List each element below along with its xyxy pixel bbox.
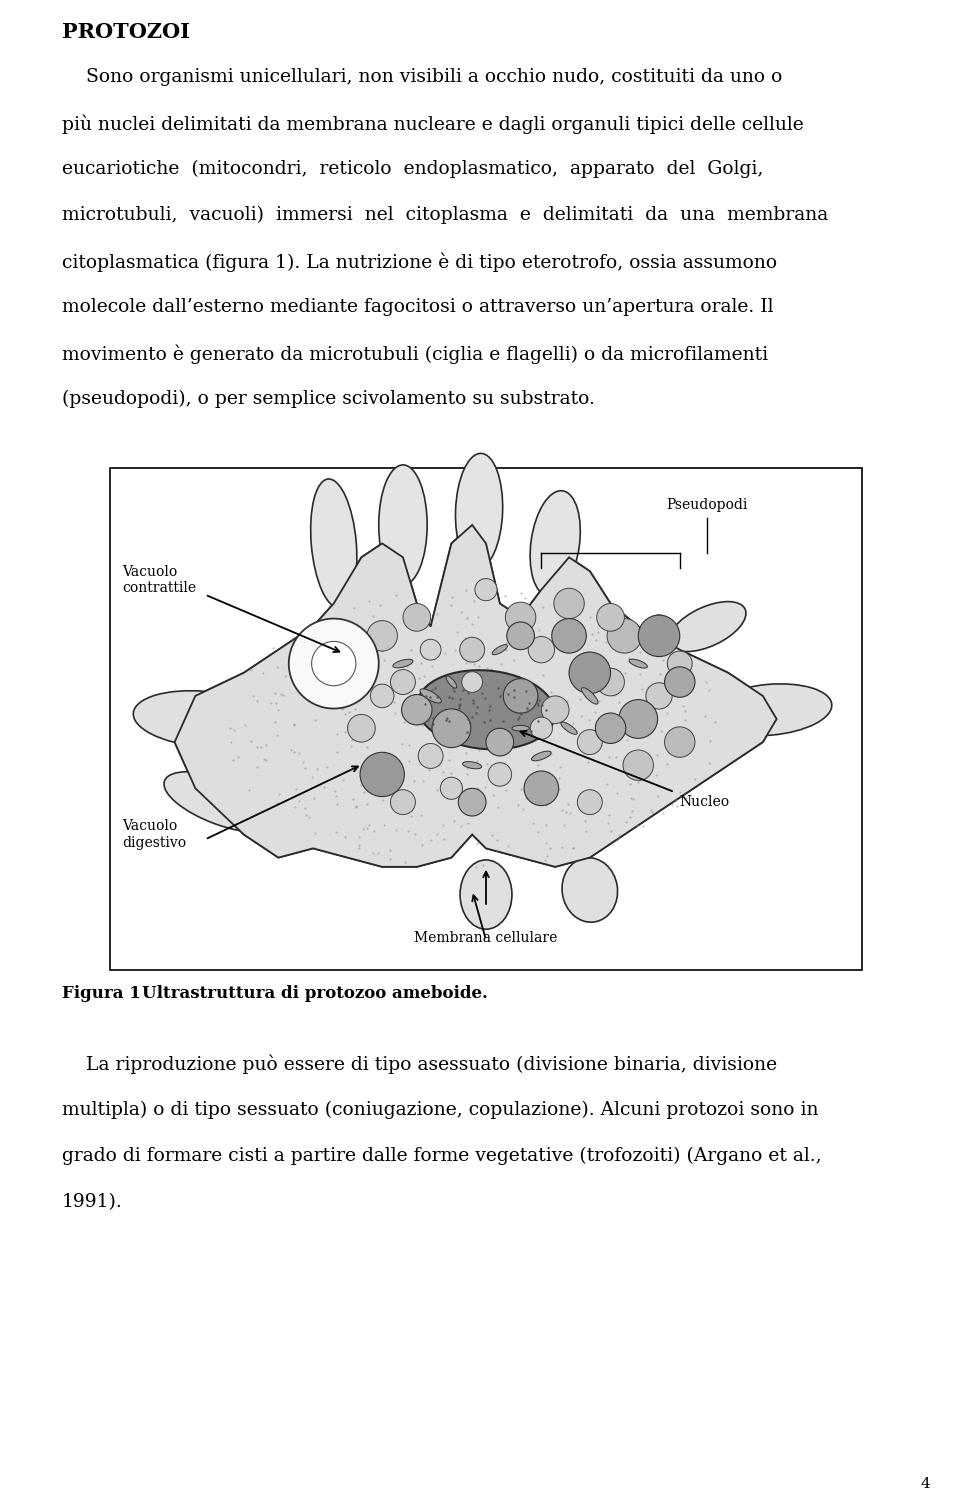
Ellipse shape <box>133 691 272 748</box>
Polygon shape <box>175 524 777 867</box>
Circle shape <box>664 727 695 757</box>
Circle shape <box>647 615 671 638</box>
Ellipse shape <box>417 671 555 749</box>
Text: (pseudopodi), o per semplice scivolamento su substrato.: (pseudopodi), o per semplice scivolament… <box>62 390 595 408</box>
Text: Vacuolo
contrattile: Vacuolo contrattile <box>122 565 196 595</box>
Circle shape <box>419 743 444 769</box>
Circle shape <box>486 728 514 756</box>
Ellipse shape <box>532 751 551 760</box>
Circle shape <box>458 789 486 816</box>
Ellipse shape <box>530 491 580 597</box>
Ellipse shape <box>582 688 598 704</box>
Circle shape <box>554 588 585 618</box>
Ellipse shape <box>562 858 617 922</box>
Text: 4: 4 <box>921 1476 930 1491</box>
Ellipse shape <box>393 659 413 668</box>
Text: grado di formare cisti a partire dalle forme vegetative (trofozoiti) (Argano et : grado di formare cisti a partire dalle f… <box>62 1147 822 1165</box>
Ellipse shape <box>420 689 442 703</box>
Circle shape <box>420 639 441 660</box>
Circle shape <box>607 618 641 653</box>
Circle shape <box>577 730 602 754</box>
Circle shape <box>597 603 624 632</box>
Ellipse shape <box>311 479 357 607</box>
Circle shape <box>623 749 654 780</box>
Text: multipla) o di tipo sessuato (coniugazione, copulazione). Alcuni protozoi sono i: multipla) o di tipo sessuato (coniugazio… <box>62 1102 819 1120</box>
Text: Membrana cellulare: Membrana cellulare <box>415 931 558 944</box>
Circle shape <box>503 678 538 713</box>
Circle shape <box>460 638 485 662</box>
Text: 1991).: 1991). <box>62 1194 123 1210</box>
Circle shape <box>507 623 535 650</box>
Text: Vacuolo
digestivo: Vacuolo digestivo <box>122 819 186 849</box>
Ellipse shape <box>446 675 457 688</box>
Text: Nucleo: Nucleo <box>680 795 730 810</box>
Text: La riproduzione può essere di tipo asessuato (divisione binaria, divisione: La riproduzione può essere di tipo asess… <box>62 1055 778 1074</box>
Circle shape <box>541 697 569 724</box>
Circle shape <box>367 621 397 651</box>
Circle shape <box>289 618 379 709</box>
Circle shape <box>595 713 626 743</box>
Ellipse shape <box>164 772 282 833</box>
Circle shape <box>530 718 552 739</box>
Ellipse shape <box>512 725 529 731</box>
Circle shape <box>403 603 431 632</box>
Text: Pseudopodi: Pseudopodi <box>667 499 748 512</box>
Ellipse shape <box>708 684 831 736</box>
Ellipse shape <box>455 453 503 568</box>
Circle shape <box>371 684 394 707</box>
Circle shape <box>664 666 695 697</box>
Circle shape <box>441 777 463 799</box>
Circle shape <box>475 579 497 601</box>
Text: Sono organismi unicellulari, non visibili a occhio nudo, costituiti da uno o: Sono organismi unicellulari, non visibil… <box>62 68 782 86</box>
Text: eucariotiche  (mitocondri,  reticolo  endoplasmatico,  apparato  del  Golgi,: eucariotiche (mitocondri, reticolo endop… <box>62 160 763 178</box>
Circle shape <box>391 669 416 695</box>
Circle shape <box>524 771 559 805</box>
Text: movimento è generato da microtubuli (ciglia e flagelli) o da microfilamenti: movimento è generato da microtubuli (cig… <box>62 345 768 364</box>
Text: microtubuli,  vacuoli)  immersi  nel  citoplasma  e  delimitati  da  una  membra: microtubuli, vacuoli) immersi nel citopl… <box>62 205 828 224</box>
Circle shape <box>462 672 483 692</box>
Ellipse shape <box>561 722 577 734</box>
Circle shape <box>569 653 611 694</box>
Ellipse shape <box>669 601 746 651</box>
Text: citoplasmatica (figura 1). La nutrizione è di tipo eterotrofo, ossia assumono: citoplasmatica (figura 1). La nutrizione… <box>62 252 778 272</box>
Text: più nuclei delimitati da membrana nucleare e dagli organuli tipici delle cellule: più nuclei delimitati da membrana nuclea… <box>62 113 804 133</box>
Circle shape <box>619 700 658 739</box>
Circle shape <box>348 715 375 742</box>
Circle shape <box>505 603 536 633</box>
Circle shape <box>552 618 587 653</box>
Circle shape <box>360 752 404 796</box>
Bar <box>110 468 862 970</box>
Text: PROTOZOI: PROTOZOI <box>62 23 190 42</box>
Circle shape <box>638 615 680 657</box>
Circle shape <box>391 790 416 814</box>
Text: molecole dall’esterno mediante fagocitosi o attraverso un’apertura orale. Il: molecole dall’esterno mediante fagocitos… <box>62 298 774 316</box>
Ellipse shape <box>463 762 482 769</box>
Ellipse shape <box>492 645 508 654</box>
Circle shape <box>488 763 512 786</box>
Text: Figura 1: Figura 1 <box>62 985 141 1002</box>
Circle shape <box>597 668 624 697</box>
Ellipse shape <box>379 465 427 585</box>
Text: Ultrastruttura di protozoo ameboide.: Ultrastruttura di protozoo ameboide. <box>142 985 488 1002</box>
Circle shape <box>528 636 555 663</box>
Polygon shape <box>175 524 777 867</box>
Ellipse shape <box>460 860 512 929</box>
Circle shape <box>432 709 470 748</box>
Circle shape <box>646 683 672 709</box>
Circle shape <box>577 790 602 814</box>
Circle shape <box>312 641 356 686</box>
Circle shape <box>667 651 692 675</box>
Ellipse shape <box>629 659 647 668</box>
Circle shape <box>401 695 432 725</box>
